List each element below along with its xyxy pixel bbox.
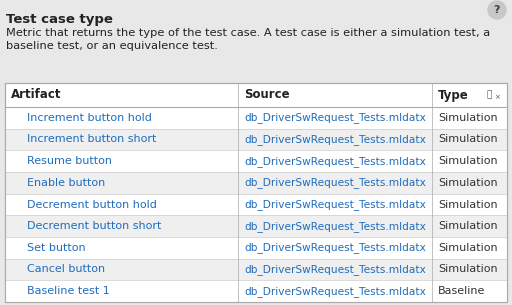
Text: Simulation: Simulation: [438, 221, 498, 231]
Text: Decrement button hold: Decrement button hold: [27, 199, 157, 210]
Bar: [5, 150, 507, 172]
Text: Simulation: Simulation: [438, 178, 498, 188]
Bar: [5, 83, 507, 302]
Text: Baseline: Baseline: [438, 286, 485, 296]
Text: Cancel button: Cancel button: [27, 264, 105, 274]
Bar: [5, 194, 507, 215]
Circle shape: [488, 1, 506, 19]
Text: baseline test, or an equivalence test.: baseline test, or an equivalence test.: [6, 41, 218, 51]
Text: Simulation: Simulation: [438, 264, 498, 274]
Text: db_DriverSwRequest_Tests.mldatx: db_DriverSwRequest_Tests.mldatx: [244, 221, 426, 231]
Text: Type: Type: [438, 88, 469, 102]
Text: Test case type: Test case type: [6, 13, 113, 26]
Text: Metric that returns the type of the test case. A test case is either a simulatio: Metric that returns the type of the test…: [6, 28, 490, 38]
Text: Increment button hold: Increment button hold: [27, 113, 152, 123]
Bar: [5, 172, 507, 194]
Bar: [5, 107, 507, 129]
Text: Simulation: Simulation: [438, 135, 498, 145]
Text: Resume button: Resume button: [27, 156, 112, 166]
Text: Simulation: Simulation: [438, 156, 498, 166]
Text: db_DriverSwRequest_Tests.mldatx: db_DriverSwRequest_Tests.mldatx: [244, 112, 426, 123]
Text: ?: ?: [494, 5, 500, 15]
Bar: [5, 280, 507, 302]
Text: Decrement button short: Decrement button short: [27, 221, 161, 231]
Bar: [5, 237, 507, 259]
Text: db_DriverSwRequest_Tests.mldatx: db_DriverSwRequest_Tests.mldatx: [244, 286, 426, 297]
Text: Increment button short: Increment button short: [27, 135, 156, 145]
Text: Baseline test 1: Baseline test 1: [27, 286, 110, 296]
Text: ×: ×: [494, 94, 500, 100]
Bar: [5, 83, 507, 302]
Text: db_DriverSwRequest_Tests.mldatx: db_DriverSwRequest_Tests.mldatx: [244, 199, 426, 210]
Text: Enable button: Enable button: [27, 178, 105, 188]
Text: Set button: Set button: [27, 243, 86, 253]
Text: db_DriverSwRequest_Tests.mldatx: db_DriverSwRequest_Tests.mldatx: [244, 156, 426, 167]
Text: db_DriverSwRequest_Tests.mldatx: db_DriverSwRequest_Tests.mldatx: [244, 242, 426, 253]
Text: db_DriverSwRequest_Tests.mldatx: db_DriverSwRequest_Tests.mldatx: [244, 264, 426, 275]
Text: Simulation: Simulation: [438, 113, 498, 123]
Bar: [5, 129, 507, 150]
Bar: [5, 215, 507, 237]
Text: db_DriverSwRequest_Tests.mldatx: db_DriverSwRequest_Tests.mldatx: [244, 178, 426, 188]
Text: Simulation: Simulation: [438, 199, 498, 210]
Text: Artifact: Artifact: [11, 88, 61, 102]
Text: Simulation: Simulation: [438, 243, 498, 253]
Text: ⯆: ⯆: [486, 91, 492, 99]
Text: Source: Source: [244, 88, 290, 102]
Bar: [5, 259, 507, 280]
Text: db_DriverSwRequest_Tests.mldatx: db_DriverSwRequest_Tests.mldatx: [244, 134, 426, 145]
